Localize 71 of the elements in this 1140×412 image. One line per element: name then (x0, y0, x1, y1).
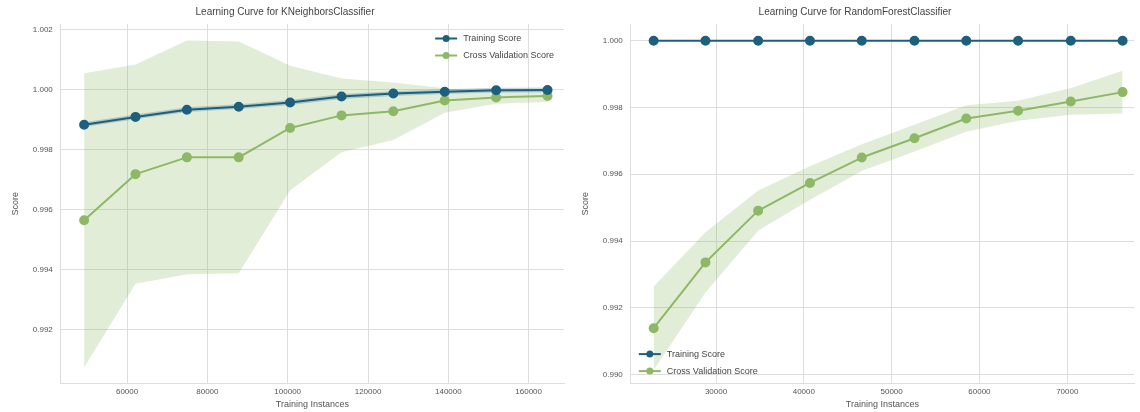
point (130, 111, 141, 122)
point (1013, 35, 1024, 46)
chart-title: Learning Curve for RandomForestClassifier (758, 5, 953, 17)
point (542, 84, 553, 95)
legend-label: Training Score (666, 348, 726, 359)
y-axis-title: Score (9, 192, 20, 216)
point (336, 91, 347, 102)
legend-label: Cross Validation Score (463, 49, 554, 60)
y-tick-label: 0.994 (602, 236, 624, 246)
point (388, 106, 399, 117)
point (1117, 87, 1128, 98)
x-tick-label: 30000 (704, 386, 728, 396)
point (856, 152, 867, 163)
point (700, 257, 711, 268)
x-tick-label: 120000 (354, 386, 382, 396)
x-tick-label: 60000 (115, 386, 139, 396)
y-tick-label: 1.000 (602, 35, 624, 45)
chart-title: Learning Curve for KNeighborsClassifier (195, 5, 376, 17)
point (233, 152, 244, 163)
point (648, 35, 659, 46)
y-tick-label: 1.000 (32, 85, 54, 95)
point (181, 104, 192, 115)
point (79, 215, 90, 226)
point (1065, 35, 1076, 46)
x-tick-label: 100000 (274, 386, 302, 396)
y-axis-title: Score (579, 192, 590, 216)
point (439, 95, 450, 106)
point (1013, 105, 1024, 116)
point (909, 35, 920, 46)
y-tick-label: 0.996 (602, 169, 624, 179)
x-tick-label: 160000 (515, 386, 543, 396)
x-tick-label: 70000 (1056, 386, 1079, 396)
x-tick-label: 50000 (880, 386, 904, 396)
point (856, 35, 867, 46)
point (439, 86, 450, 97)
point (909, 133, 920, 144)
y-tick-label: 0.998 (32, 145, 54, 155)
point (388, 88, 399, 99)
y-tick-label: 0.990 (602, 369, 624, 379)
x-axis-title: Training Instances (275, 399, 350, 410)
y-tick-label: 0.996 (32, 205, 54, 214)
point (1117, 35, 1128, 46)
x-tick-label: 40000 (792, 386, 816, 396)
point (181, 152, 192, 163)
point (79, 119, 90, 130)
point (285, 97, 296, 108)
point (285, 122, 296, 133)
point (491, 85, 502, 96)
x-axis-title: Training Instances (845, 399, 920, 410)
legend-label: Cross Validation Score (666, 365, 758, 376)
y-tick-label: 0.992 (602, 303, 624, 313)
y-tick-label: 1.002 (32, 25, 54, 35)
point (1065, 96, 1076, 107)
point (961, 35, 972, 46)
x-tick-label: 80000 (196, 386, 220, 396)
point (233, 101, 244, 112)
point (753, 35, 764, 46)
point (700, 35, 711, 46)
x-tick-label: 140000 (434, 386, 463, 396)
point (130, 169, 141, 180)
y-tick-label: 0.992 (32, 324, 54, 334)
y-tick-label: 0.998 (602, 102, 624, 112)
point (804, 35, 815, 46)
point (648, 323, 659, 334)
x-tick-label: 60000 (968, 386, 992, 396)
point (961, 113, 972, 124)
y-tick-label: 0.994 (32, 264, 54, 274)
point (753, 205, 764, 216)
point (804, 177, 815, 188)
legend-label: Training Score (463, 32, 522, 43)
point (336, 110, 347, 121)
